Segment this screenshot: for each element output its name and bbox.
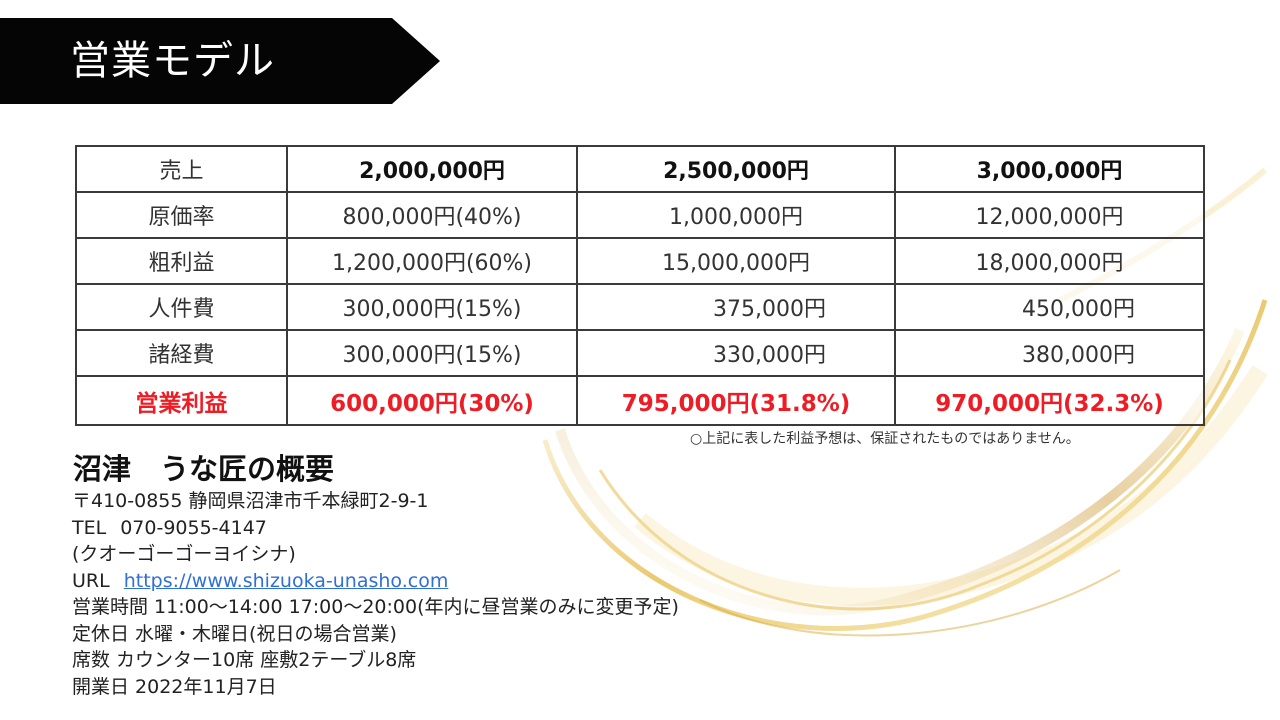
header-cell: 2,000,000円	[286, 144, 578, 194]
row-label: 粗利益	[75, 237, 288, 286]
header-cell: 3,000,000円	[894, 144, 1205, 194]
overview-info: 〒410-0855 静岡県沼津市千本緑町2-9-1 TEL 070-9055-41…	[72, 488, 679, 700]
profit-cell: 795,000円(31.8%)	[576, 375, 896, 426]
disclaimer-note: ○上記に表した利益予想は、保証されたものではありません。	[690, 431, 1080, 447]
profit-label: 営業利益	[75, 375, 288, 426]
business-model-table: 売上 2,000,000円 2,500,000円 3,000,000円 原価率 …	[75, 144, 1205, 426]
tel-label: TEL	[72, 516, 107, 539]
address-line: 〒410-0855 静岡県沼津市千本緑町2-9-1	[72, 490, 429, 512]
table-cell: 1,200,000円(60%)	[286, 237, 578, 286]
table-cell: 450,000円	[894, 283, 1205, 332]
table-cell: 300,000円(15%)	[286, 329, 578, 378]
tel-line: TEL 070-9055-4147	[72, 515, 679, 542]
table-cell: 15,000,000円	[576, 237, 896, 286]
operating-profit-row: 営業利益 600,000円(30%) 795,000円(31.8%) 970,0…	[75, 375, 1205, 426]
table-cell: 375,000円	[576, 283, 896, 332]
table-cell: 12,000,000円	[894, 191, 1205, 240]
table-cell: 330,000円	[576, 329, 896, 378]
table-header-row: 売上 2,000,000円 2,500,000円 3,000,000円	[75, 144, 1205, 194]
tel-reading-line: (クオーゴーゴーヨイシナ)	[72, 543, 296, 565]
table-cell: 18,000,000円	[894, 237, 1205, 286]
header-cell: 2,500,000円	[576, 144, 896, 194]
table-cell: 800,000円(40%)	[286, 191, 578, 240]
hours-line: 営業時間 11:00～14:00 17:00～20:00(年内に昼営業のみに変更…	[72, 596, 679, 618]
seats-line: 席数 カウンター10席 座敷2テーブル8席	[72, 649, 417, 671]
website-link[interactable]: https://www.shizuoka-unasho.com	[123, 569, 449, 592]
row-label: 諸経費	[75, 329, 288, 378]
profit-cell: 970,000円(32.3%)	[894, 375, 1205, 426]
table-row: 諸経費 300,000円(15%) 330,000円 380,000円	[75, 329, 1205, 378]
row-label: 原価率	[75, 191, 288, 240]
url-line: URL https://www.shizuoka-unasho.com	[72, 568, 679, 595]
overview-heading: 沼津 うな匠の概要	[73, 452, 335, 486]
holiday-line: 定休日 水曜・木曜日(祝日の場合営業)	[72, 622, 397, 645]
tel-number: 070-9055-4147	[120, 516, 267, 539]
profit-cell: 600,000円(30%)	[286, 375, 578, 426]
page-title: 営業モデル	[70, 38, 275, 84]
title-banner: 営業モデル	[0, 18, 440, 104]
table-row: 粗利益 1,200,000円(60%) 15,000,000円 18,000,0…	[75, 237, 1205, 286]
table-row: 原価率 800,000円(40%) 1,000,000円 12,000,000円	[75, 191, 1205, 240]
table-row: 人件費 300,000円(15%) 375,000円 450,000円	[75, 283, 1205, 332]
opening-date-line: 開業日 2022年11月7日	[72, 675, 277, 698]
row-label: 人件費	[75, 283, 288, 332]
header-cell-sales-label: 売上	[75, 144, 288, 194]
url-label: URL	[72, 569, 110, 592]
table-cell: 1,000,000円	[576, 191, 896, 240]
table-cell: 380,000円	[894, 329, 1205, 378]
table-cell: 300,000円(15%)	[286, 283, 578, 332]
